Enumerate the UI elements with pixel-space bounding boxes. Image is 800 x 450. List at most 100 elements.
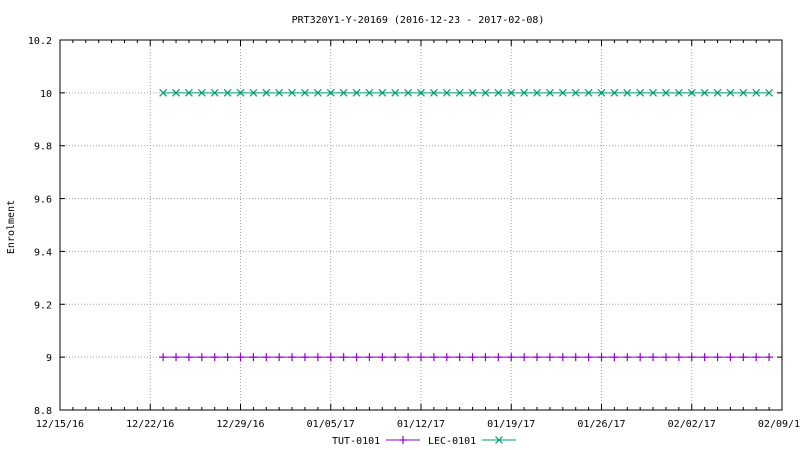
data-point xyxy=(649,353,658,362)
data-point xyxy=(288,88,296,97)
data-point xyxy=(223,353,232,362)
chart-title: PRT320Y1-Y-20169 (2016-12-23 - 2017-02-0… xyxy=(292,15,545,26)
data-point xyxy=(765,88,774,97)
data-point xyxy=(352,88,361,97)
data-point xyxy=(391,353,400,362)
data-point xyxy=(546,88,554,97)
legend-label: TUT-0101 xyxy=(332,436,380,447)
data-point xyxy=(455,88,464,97)
data-point xyxy=(313,353,322,362)
data-point xyxy=(649,88,657,97)
data-point xyxy=(584,88,593,97)
data-point xyxy=(249,88,258,97)
y-tick-label: 10 xyxy=(40,89,52,100)
y-tick-label: 8.8 xyxy=(34,406,52,417)
data-point xyxy=(597,353,606,362)
data-point xyxy=(236,88,245,97)
y-tick-label: 9.2 xyxy=(34,300,52,311)
data-point xyxy=(584,353,593,362)
plot-border xyxy=(59,39,783,411)
data-point xyxy=(223,88,232,97)
data-point xyxy=(378,88,387,97)
legend-marker xyxy=(495,436,503,444)
data-point xyxy=(404,353,413,362)
data-point xyxy=(752,88,761,97)
data-point xyxy=(494,353,503,362)
x-tick-label: 01/05/17 xyxy=(307,419,355,430)
axes xyxy=(59,39,783,411)
y-tick-label: 9.8 xyxy=(34,142,52,153)
x-tick-label: 12/22/16 xyxy=(126,419,174,430)
data-point xyxy=(210,88,219,97)
data-point xyxy=(210,353,219,362)
data-point xyxy=(636,88,645,97)
data-point xyxy=(507,353,516,362)
data-point xyxy=(249,353,258,362)
data-point xyxy=(481,353,490,362)
data-point xyxy=(197,88,206,97)
data-point xyxy=(365,88,374,97)
data-point xyxy=(571,88,580,97)
data-point xyxy=(313,88,322,97)
data-point xyxy=(533,88,541,97)
data-point xyxy=(262,353,271,362)
series-lec-0101 xyxy=(159,88,774,97)
data-point xyxy=(262,88,271,97)
data-point xyxy=(197,353,206,362)
data-point xyxy=(494,88,503,97)
data-point xyxy=(674,88,683,97)
data-point xyxy=(326,353,335,362)
legend-label: LEC-0101 xyxy=(428,436,476,447)
data-point xyxy=(326,88,335,97)
data-point xyxy=(571,353,580,362)
y-tick-label: 10.2 xyxy=(28,36,52,47)
data-point xyxy=(662,88,670,97)
data-point xyxy=(623,88,632,97)
data-point xyxy=(172,353,181,362)
data-point xyxy=(339,88,348,97)
data-point xyxy=(687,353,696,362)
data-point xyxy=(442,353,451,362)
y-tick-label: 9 xyxy=(46,353,52,364)
data-point xyxy=(468,88,477,97)
data-point xyxy=(636,353,645,362)
data-point xyxy=(674,353,683,362)
data-point xyxy=(713,88,722,97)
y-tick-label: 9.4 xyxy=(34,247,52,258)
data-point xyxy=(417,353,425,362)
x-tick-label: 12/29/16 xyxy=(216,419,264,430)
legend: TUT-0101 LEC-0101 xyxy=(332,436,516,447)
x-tick-label: 12/15/16 xyxy=(36,419,84,430)
data-point xyxy=(159,353,168,362)
data-point xyxy=(700,353,709,362)
data-point xyxy=(275,353,284,362)
data-point xyxy=(752,353,761,362)
data-point xyxy=(545,353,554,362)
data-point xyxy=(429,88,438,97)
legend-marker xyxy=(399,436,407,444)
data-point xyxy=(765,353,774,362)
series-tut-0101 xyxy=(159,353,774,362)
data-point xyxy=(429,353,438,362)
data-point xyxy=(507,88,516,97)
data-point xyxy=(558,353,567,362)
data-point xyxy=(172,88,180,97)
data-point xyxy=(558,88,567,97)
x-tick-label: 02/09/17 xyxy=(758,419,800,430)
data-point xyxy=(455,353,464,362)
series-group xyxy=(159,88,774,362)
x-tick-label: 01/26/17 xyxy=(577,419,625,430)
y-tick-labels: 8.8 9 9.2 9.4 9.6 9.8 10 10.2 xyxy=(28,36,52,417)
x-tick-label: 01/12/17 xyxy=(397,419,445,430)
data-point xyxy=(339,353,348,362)
data-point xyxy=(610,88,619,97)
data-point xyxy=(713,353,722,362)
data-point xyxy=(417,88,425,97)
data-point xyxy=(481,88,490,97)
data-point xyxy=(184,353,193,362)
data-point xyxy=(533,353,542,362)
data-point xyxy=(520,353,529,362)
data-point xyxy=(700,88,709,97)
data-point xyxy=(687,88,696,97)
data-point xyxy=(661,353,670,362)
